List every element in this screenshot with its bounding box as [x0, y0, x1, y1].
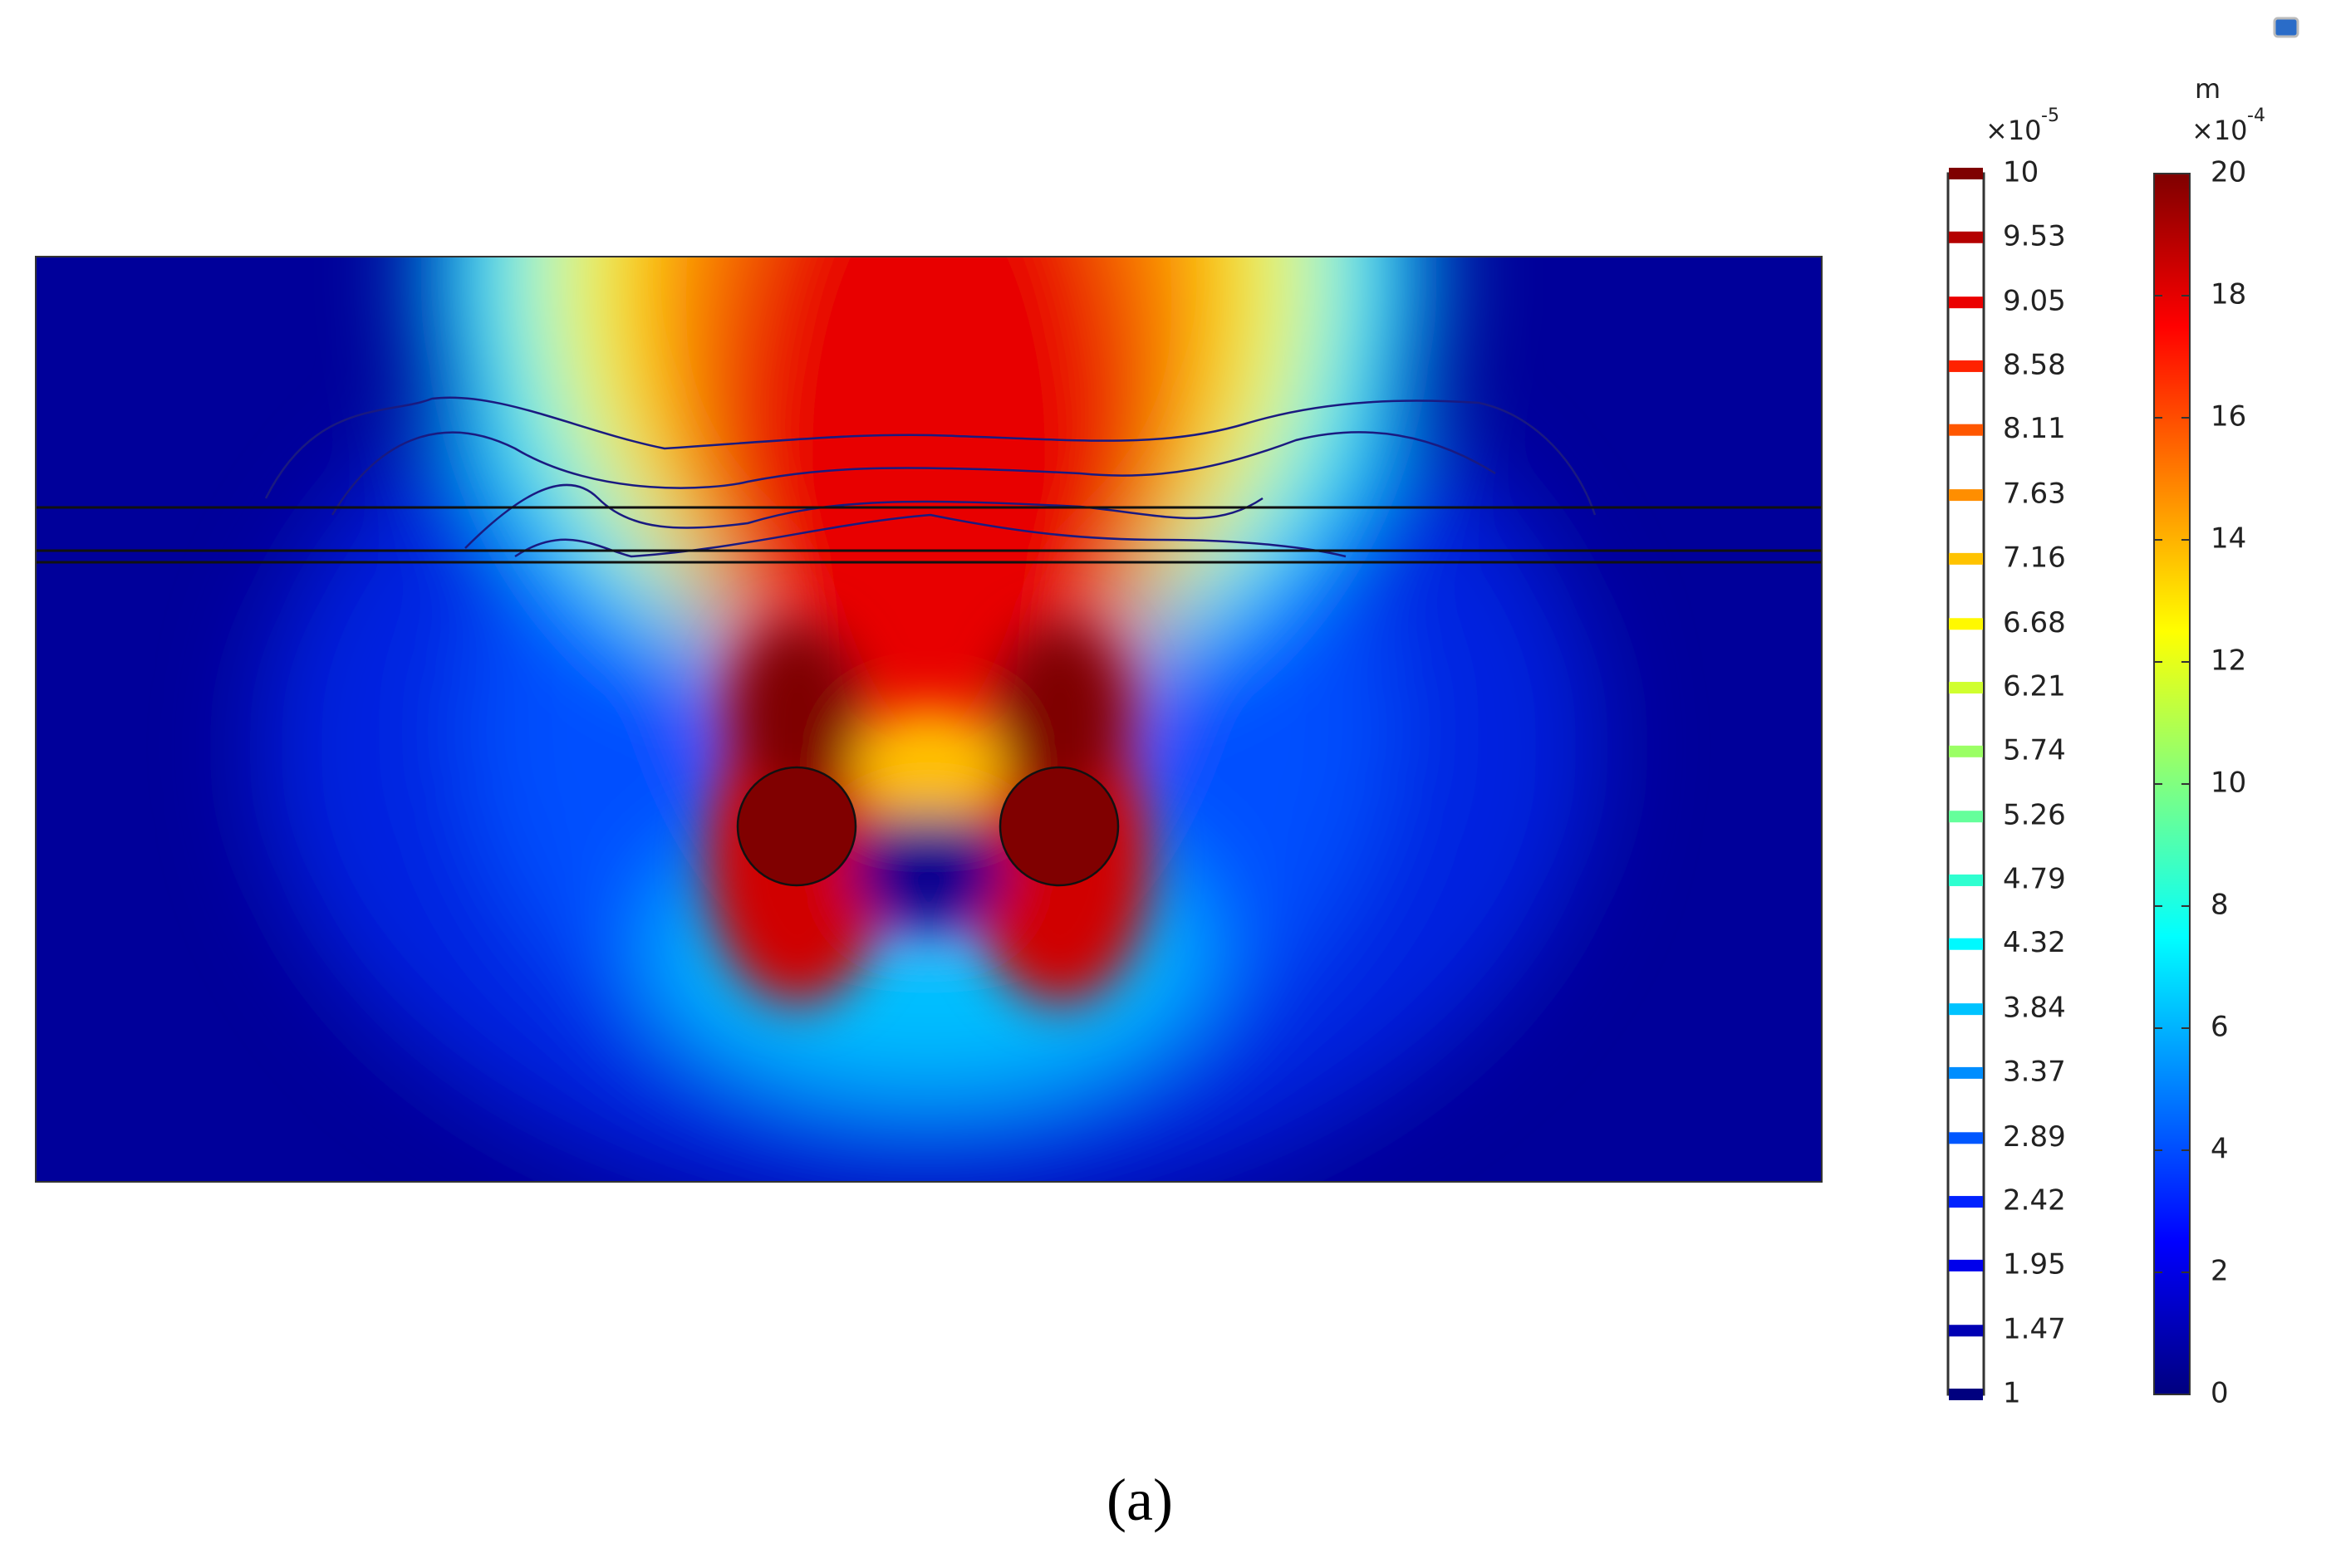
- contour-level-label: 8.11: [2003, 412, 2066, 445]
- contour-level-label: 4.79: [2003, 862, 2066, 895]
- colorbar-tick-label: 10: [2211, 767, 2246, 800]
- contour-level: [1949, 1003, 1983, 1016]
- contour-level-label: 6.21: [2003, 670, 2066, 703]
- contour-level: [1949, 1259, 1983, 1272]
- colorbar-tick-label: 18: [2211, 278, 2246, 311]
- contour-level: [1949, 745, 1983, 757]
- contour-level: [1949, 552, 1983, 565]
- contour-level: [1949, 296, 1983, 309]
- colorbar-tick-label: 20: [2211, 156, 2246, 189]
- contour-level-label: 1.95: [2003, 1247, 2066, 1281]
- contour-level: [1949, 360, 1983, 372]
- contour-level-label: 2.42: [2003, 1184, 2066, 1218]
- contour-level: [1949, 1066, 1983, 1079]
- contour-level-label: 5.74: [2003, 733, 2066, 767]
- contour-level: [1949, 1132, 1983, 1144]
- contour-level: [1949, 231, 1983, 243]
- contour-level: [1949, 811, 1983, 823]
- contour-exponent: -5: [2041, 105, 2059, 126]
- contour-level-label: 4.32: [2003, 926, 2066, 959]
- colorbar-tick-label: 0: [2211, 1377, 2229, 1410]
- contour-level-label: 6.68: [2003, 606, 2066, 639]
- contour-level-label: 3.84: [2003, 992, 2066, 1025]
- contour-level-label: 1: [2003, 1377, 2021, 1410]
- contour-level: [1949, 1325, 1983, 1337]
- contour-multiplier: ×10: [1985, 115, 2042, 146]
- contour-level-label: 9.53: [2003, 219, 2066, 252]
- contour-level-label: 7.16: [2003, 541, 2066, 574]
- contour-level-label: 9.05: [2003, 285, 2066, 318]
- colorbar-unit: m: [2195, 73, 2220, 105]
- contour-level: [1949, 874, 1983, 886]
- contour-legend-box: [1946, 172, 1985, 1396]
- colorbar-tick-label: 12: [2211, 644, 2246, 678]
- colorbar-multiplier: ×10: [2191, 115, 2248, 146]
- colorbar-exponent: -4: [2247, 105, 2265, 126]
- contour-level: [1949, 1196, 1983, 1208]
- colorbar-tick-label: 14: [2211, 522, 2246, 556]
- contour-level-label: 7.63: [2003, 478, 2066, 511]
- plot-frame: [35, 256, 1823, 1183]
- contour-level: [1949, 618, 1983, 630]
- colorbar-tick-label: 6: [2211, 1011, 2229, 1044]
- colorbar-tick-label: 8: [2211, 889, 2229, 922]
- contour-level: [1949, 1389, 1983, 1400]
- toolbar-icon[interactable]: [2273, 17, 2299, 38]
- contour-level-label: 2.89: [2003, 1120, 2066, 1154]
- caption: (a): [1107, 1467, 1173, 1533]
- contour-level: [1949, 424, 1983, 436]
- contour-level-label: 3.37: [2003, 1055, 2066, 1088]
- colorbar-tick-label: 2: [2211, 1255, 2229, 1288]
- field-plot: [36, 257, 1822, 1182]
- contour-level: [1949, 682, 1983, 694]
- contour-level-label: 1.47: [2003, 1313, 2066, 1346]
- contour-level: [1949, 938, 1983, 950]
- contour-level-label: 8.58: [2003, 348, 2066, 381]
- contour-level-label: 10: [2003, 156, 2039, 189]
- contour-level: [1949, 489, 1983, 502]
- colorbar-tick-label: 4: [2211, 1133, 2229, 1166]
- colorbar-tick-label: 16: [2211, 400, 2246, 434]
- contour-level-label: 5.26: [2003, 799, 2066, 832]
- contour-level: [1949, 168, 1983, 179]
